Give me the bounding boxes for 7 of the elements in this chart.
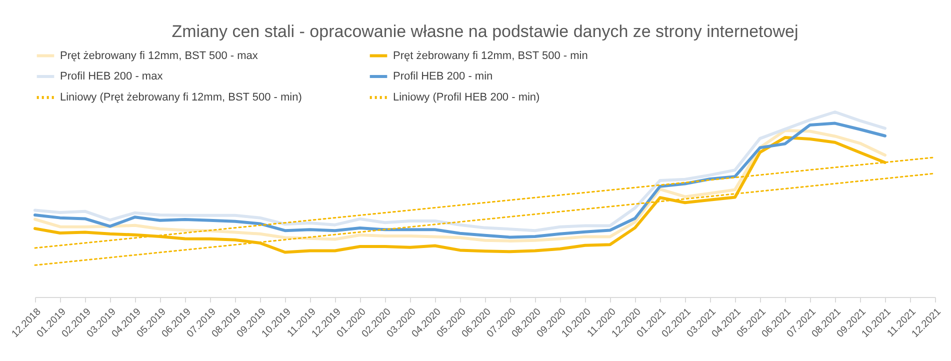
legend-label: Profil HEB 200 - min <box>393 70 493 82</box>
legend-label: Profil HEB 200 - max <box>60 70 164 82</box>
legend-label: Pręt żebrowany fi 12mm, BST 500 - max <box>60 50 258 62</box>
legend-label: Pręt żebrowany fi 12mm, BST 500 - min <box>393 50 588 62</box>
chart-title: Zmiany cen stali - opracowanie własne na podstawie danych ze strony internetowej <box>172 22 798 41</box>
legend-label: Liniowy (Profil HEB 200 - min) <box>393 92 540 104</box>
legend-label: Liniowy (Pręt żebrowany fi 12mm, BST 500 - min) <box>60 92 302 104</box>
